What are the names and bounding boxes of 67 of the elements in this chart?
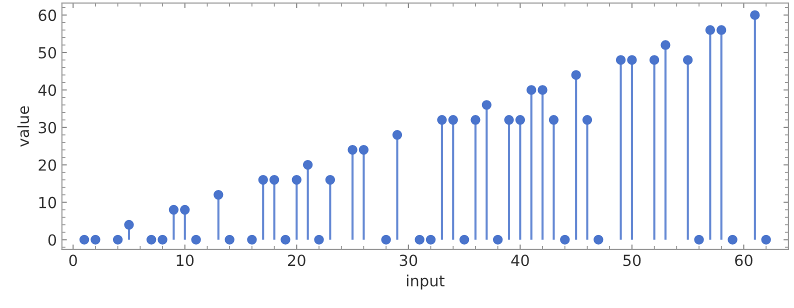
point [448, 115, 458, 125]
x-tick-label: 20 [288, 254, 306, 266]
point [414, 234, 424, 245]
point [348, 145, 358, 155]
x-tick-label: 40 [511, 254, 529, 266]
point [582, 115, 592, 125]
point [258, 174, 268, 185]
point [705, 25, 716, 35]
x-tick-label: 60 [735, 254, 752, 266]
point [682, 55, 693, 65]
point [526, 85, 536, 95]
point [325, 174, 336, 185]
point [560, 234, 570, 245]
point [548, 115, 559, 125]
point [459, 234, 470, 245]
point [594, 234, 604, 245]
y-tick-label: 50 [38, 46, 56, 59]
point [112, 234, 123, 245]
y-tick-label: 30 [38, 122, 56, 134]
point [280, 234, 290, 245]
point [627, 55, 637, 65]
y-tick-label: 20 [38, 159, 56, 171]
point [358, 145, 369, 155]
point [750, 10, 760, 20]
point [79, 234, 90, 245]
point [158, 234, 168, 245]
x-tick-label: 0 [69, 254, 77, 266]
point [761, 234, 771, 245]
point [214, 190, 224, 200]
point [224, 234, 234, 245]
point [492, 234, 503, 245]
point [660, 40, 670, 50]
point [728, 234, 738, 245]
point [392, 130, 402, 140]
y-tick-label: 10 [39, 196, 56, 208]
point [314, 234, 324, 245]
point [649, 55, 660, 65]
point [716, 25, 726, 35]
point [90, 234, 100, 245]
y-tick-label: 40 [38, 84, 56, 96]
point [616, 55, 626, 65]
y-tick-label: 60 [38, 10, 56, 22]
point [302, 160, 313, 170]
point [437, 115, 447, 125]
point [292, 174, 302, 185]
x-tick-label: 10 [176, 254, 194, 266]
point [124, 220, 134, 230]
point [247, 234, 257, 245]
point [269, 174, 280, 185]
x-axis-title: input [406, 274, 444, 290]
point [694, 234, 704, 245]
point [146, 234, 156, 245]
y-axis-title: value [17, 106, 30, 147]
x-tick-label: 50 [623, 254, 641, 266]
point [571, 70, 581, 80]
point [381, 234, 391, 245]
point [482, 100, 492, 110]
point [470, 115, 480, 125]
point [426, 234, 436, 245]
x-tick-label: 30 [400, 254, 418, 266]
point [168, 204, 179, 215]
point [180, 204, 190, 215]
point [191, 234, 201, 245]
point [504, 115, 514, 125]
y-tick-label: 0 [48, 234, 56, 246]
point [515, 115, 526, 125]
point [538, 85, 548, 95]
